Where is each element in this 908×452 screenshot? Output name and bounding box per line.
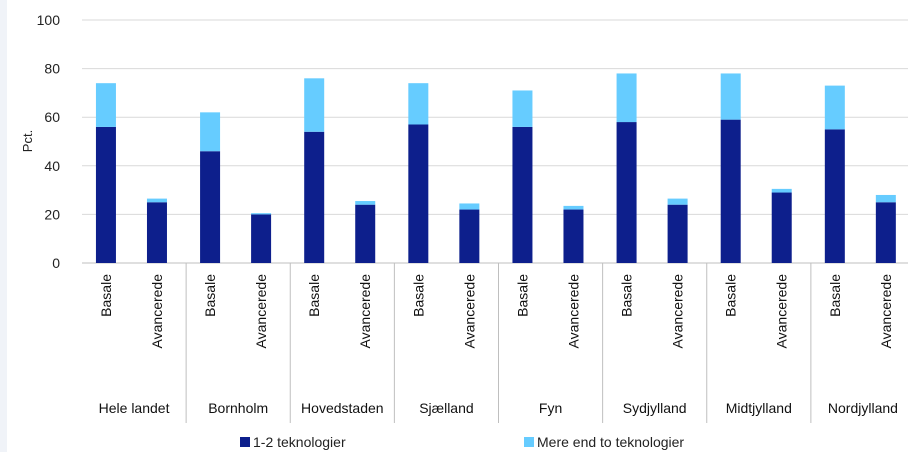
y-tick-label: 60 xyxy=(44,109,60,125)
bar-segment-mere-end-to xyxy=(304,78,325,132)
bar-segment-1-2-teknologier xyxy=(667,204,688,263)
legend-swatch xyxy=(240,437,250,447)
bar-segment-1-2-teknologier xyxy=(408,124,429,264)
category-label: Avancerede xyxy=(461,274,477,349)
legend-swatch xyxy=(524,437,534,447)
group-label: Hele landet xyxy=(99,400,170,416)
y-tick-label: 0 xyxy=(52,255,60,271)
group-label: Sjælland xyxy=(419,400,473,416)
bar-segment-1-2-teknologier xyxy=(95,126,116,263)
group-label: Nordjylland xyxy=(828,400,898,416)
bar-segment-1-2-teknologier xyxy=(875,202,896,263)
bar-segment-mere-end-to xyxy=(200,112,221,152)
y-axis-label: Pct. xyxy=(20,130,35,152)
category-label: Avancerede xyxy=(357,274,373,349)
group-label: Fyn xyxy=(539,400,562,416)
category-label: Basale xyxy=(827,274,843,317)
category-label: Avancerede xyxy=(670,274,686,349)
category-label: Basale xyxy=(306,274,322,317)
category-label: Avancerede xyxy=(565,274,581,349)
bar-segment-1-2-teknologier xyxy=(616,122,637,263)
y-tick-label: 80 xyxy=(44,61,60,77)
bar-segment-mere-end-to xyxy=(771,188,792,193)
bar-segment-1-2-teknologier xyxy=(563,209,584,263)
bar-segment-1-2-teknologier xyxy=(512,126,533,263)
bar-segment-1-2-teknologier xyxy=(824,129,845,263)
bar-segment-mere-end-to xyxy=(408,83,429,125)
bar-segment-mere-end-to xyxy=(720,73,741,120)
category-label: Avancerede xyxy=(878,274,894,349)
bar-segment-1-2-teknologier xyxy=(720,119,741,263)
group-label: Midtjylland xyxy=(726,400,792,416)
bar-segment-mere-end-to xyxy=(667,198,688,205)
category-label: Basale xyxy=(98,274,114,317)
bar-segment-mere-end-to xyxy=(512,90,533,127)
bar-segment-1-2-teknologier xyxy=(459,209,480,263)
category-label: Avancerede xyxy=(253,274,269,349)
bar-segment-1-2-teknologier xyxy=(146,202,167,263)
group-label: Sydjylland xyxy=(623,400,687,416)
category-label: Basale xyxy=(202,274,218,317)
bar-segment-1-2-teknologier xyxy=(771,192,792,263)
category-label: Basale xyxy=(410,274,426,317)
category-label: Basale xyxy=(619,274,635,317)
stacked-bar-chart: 0 20 40 60 80 100 Pct. Basale Avancerede Hele lan… xyxy=(20,12,908,450)
bar-segment-mere-end-to xyxy=(616,73,637,123)
group-label: Bornholm xyxy=(208,400,268,416)
bar-segment-mere-end-to xyxy=(824,85,845,130)
bar-segment-1-2-teknologier xyxy=(200,151,221,263)
category-label: Avancerede xyxy=(774,274,790,349)
bar-segment-1-2-teknologier xyxy=(304,131,325,263)
bar-segment-mere-end-to xyxy=(95,83,116,127)
category-label: Avancerede xyxy=(149,274,165,349)
bar-segment-1-2-teknologier xyxy=(355,204,376,263)
bar-segment-mere-end-to xyxy=(459,203,480,210)
legend-label: Mere end to teknologier xyxy=(537,434,684,450)
bar-segment-mere-end-to xyxy=(875,194,896,203)
category-label: Basale xyxy=(723,274,739,317)
bar-segment-mere-end-to xyxy=(251,213,272,215)
category-label: Basale xyxy=(514,274,530,317)
legend-label: 1-2 teknologier xyxy=(253,434,346,450)
bar-segment-mere-end-to xyxy=(355,201,376,205)
group-label: Hovedstaden xyxy=(301,400,384,416)
bar-segment-1-2-teknologier xyxy=(251,214,272,263)
bar-segment-mere-end-to xyxy=(146,198,167,203)
bar-segment-mere-end-to xyxy=(563,205,584,210)
y-tick-label: 100 xyxy=(37,12,61,28)
y-tick-label: 40 xyxy=(44,158,60,174)
y-tick-label: 20 xyxy=(44,206,60,222)
